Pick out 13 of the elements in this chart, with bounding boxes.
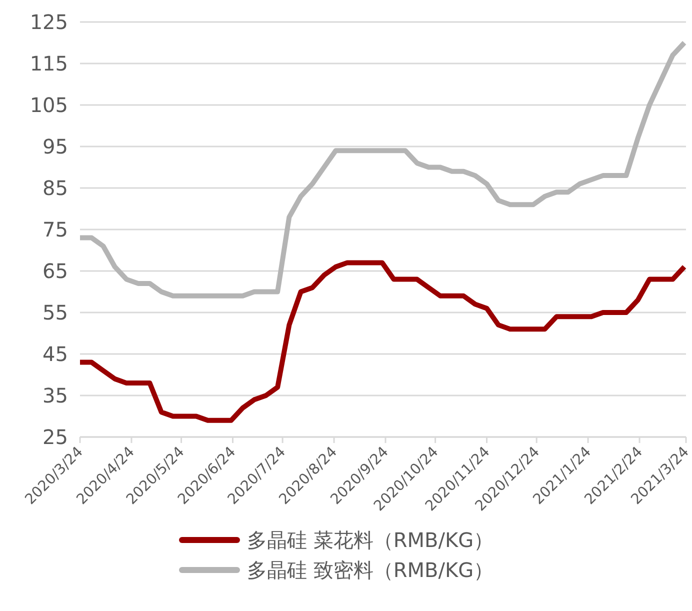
y-tick-label: 125 bbox=[30, 10, 68, 34]
y-tick-label: 85 bbox=[42, 176, 68, 200]
y-tick-label: 55 bbox=[42, 300, 68, 324]
y-tick-label: 75 bbox=[42, 218, 68, 242]
y-tick-label: 35 bbox=[42, 384, 68, 408]
y-tick-label: 95 bbox=[42, 134, 68, 158]
legend-label: 多晶硅 致密料（RMB/KG） bbox=[247, 558, 494, 582]
y-tick-label: 105 bbox=[30, 93, 68, 117]
y-tick-label: 65 bbox=[42, 259, 68, 283]
y-tick-label: 45 bbox=[42, 342, 68, 366]
y-tick-label: 115 bbox=[30, 52, 68, 76]
y-tick-label: 25 bbox=[42, 425, 68, 449]
legend-label: 多晶硅 菜花料（RMB/KG） bbox=[247, 528, 494, 552]
